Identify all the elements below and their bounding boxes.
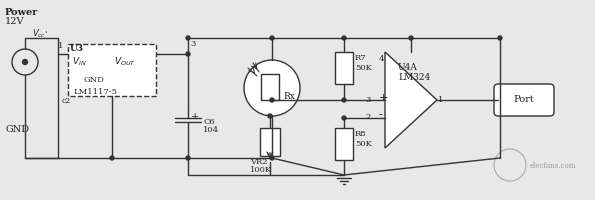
Circle shape — [268, 114, 272, 118]
Text: +: + — [191, 112, 199, 121]
Text: Port: Port — [513, 96, 534, 104]
Bar — [335, 52, 353, 84]
Text: VR2: VR2 — [250, 158, 268, 166]
Circle shape — [342, 116, 346, 120]
Text: GND: GND — [5, 125, 29, 134]
Text: +: + — [379, 93, 389, 103]
Circle shape — [110, 156, 114, 160]
Bar — [261, 74, 279, 100]
Text: R7: R7 — [355, 54, 367, 62]
Text: U4A: U4A — [398, 63, 418, 72]
Text: 3: 3 — [365, 96, 370, 104]
Circle shape — [186, 52, 190, 56]
Bar — [260, 128, 280, 156]
Text: 3: 3 — [190, 40, 195, 48]
Circle shape — [186, 156, 190, 160]
Polygon shape — [385, 52, 437, 148]
Text: Rx: Rx — [283, 92, 295, 101]
Text: $V_{cc}$': $V_{cc}$' — [32, 28, 48, 40]
Bar — [335, 128, 353, 160]
Text: LM1117-5: LM1117-5 — [74, 88, 118, 96]
Text: 4: 4 — [379, 55, 384, 63]
Text: 1: 1 — [438, 96, 443, 104]
Circle shape — [23, 60, 27, 64]
FancyBboxPatch shape — [68, 44, 156, 96]
Circle shape — [342, 98, 346, 102]
Circle shape — [270, 36, 274, 40]
Circle shape — [244, 60, 300, 116]
Text: U3: U3 — [70, 44, 84, 53]
Text: 1: 1 — [58, 42, 64, 50]
Text: Power: Power — [5, 8, 38, 17]
Circle shape — [409, 36, 413, 40]
Circle shape — [270, 98, 274, 102]
Text: 12V: 12V — [5, 17, 24, 26]
Circle shape — [186, 36, 190, 40]
Text: elecfans.com: elecfans.com — [530, 162, 577, 170]
Circle shape — [498, 36, 502, 40]
Text: $V_{IN}$: $V_{IN}$ — [72, 56, 87, 68]
Text: 50K: 50K — [355, 64, 372, 72]
Text: 100K: 100K — [250, 166, 273, 174]
FancyBboxPatch shape — [494, 84, 554, 116]
Text: R8: R8 — [355, 130, 367, 138]
Text: 50K: 50K — [355, 140, 372, 148]
Text: C6: C6 — [203, 118, 215, 126]
Text: -: - — [379, 110, 383, 120]
Circle shape — [270, 156, 274, 160]
Circle shape — [342, 36, 346, 40]
Text: c2: c2 — [62, 97, 71, 105]
Text: GND: GND — [83, 76, 105, 84]
Text: LM324: LM324 — [398, 73, 430, 82]
Text: $V_{OUT}$: $V_{OUT}$ — [114, 56, 136, 68]
Text: 2: 2 — [365, 113, 370, 121]
Text: 104: 104 — [203, 126, 219, 134]
